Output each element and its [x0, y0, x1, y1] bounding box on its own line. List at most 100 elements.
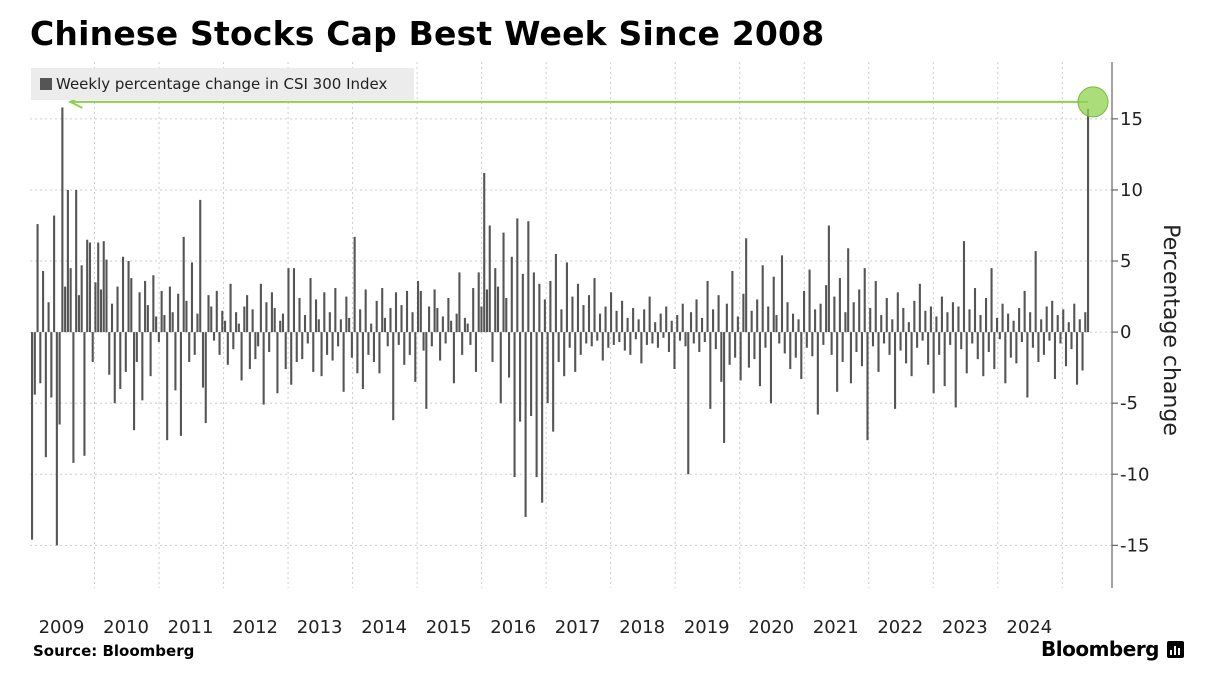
- bar: [392, 332, 395, 421]
- bar: [157, 332, 160, 343]
- bar: [893, 332, 897, 409]
- bar: [731, 270, 734, 333]
- bar: [830, 332, 833, 355]
- bar: [973, 288, 977, 333]
- highlight-marker: [1077, 86, 1109, 118]
- bar: [681, 303, 684, 333]
- bar: [257, 332, 260, 347]
- bar: [455, 313, 458, 333]
- bar: [860, 332, 864, 367]
- bar: [414, 332, 417, 382]
- bar: [984, 297, 988, 333]
- bar: [957, 306, 960, 333]
- bar: [838, 278, 841, 333]
- bar: [1051, 300, 1054, 333]
- bar: [116, 286, 119, 333]
- bar: [450, 320, 453, 333]
- bar: [458, 272, 461, 333]
- bar: [1037, 332, 1040, 362]
- bar: [110, 303, 114, 333]
- bar: [174, 332, 177, 391]
- bar: [527, 221, 530, 333]
- bar: [819, 303, 822, 333]
- bar: [844, 312, 847, 333]
- y-tick-label: 10: [1120, 180, 1143, 201]
- bar: [695, 299, 698, 333]
- bar: [1073, 303, 1076, 333]
- bar: [66, 189, 69, 333]
- bar: [921, 332, 924, 341]
- y-tick-label: 5: [1120, 251, 1131, 272]
- bar: [645, 332, 648, 345]
- chart-title: Chinese Stocks Cap Best Week Since 2008: [30, 14, 825, 53]
- bar: [232, 332, 235, 350]
- bar: [69, 268, 72, 333]
- bar: [317, 319, 320, 333]
- bar: [326, 332, 329, 355]
- bar: [292, 268, 296, 333]
- bar: [375, 300, 378, 333]
- bar: [714, 332, 717, 350]
- bar: [441, 316, 444, 333]
- bar: [444, 332, 447, 344]
- bar: [149, 332, 152, 377]
- bar: [698, 332, 701, 353]
- bar: [863, 268, 866, 333]
- bar: [1026, 332, 1029, 398]
- bar: [678, 332, 682, 341]
- bar: [99, 289, 103, 333]
- bar: [632, 307, 635, 333]
- bar: [709, 332, 712, 409]
- bar: [50, 332, 53, 398]
- bar: [703, 332, 706, 343]
- bar: [182, 236, 185, 333]
- x-tick-label: 2014: [361, 617, 407, 638]
- bar: [295, 332, 298, 362]
- bar: [667, 332, 671, 353]
- bar: [287, 268, 290, 333]
- bar: [651, 332, 654, 344]
- bar: [281, 313, 285, 333]
- bar: [204, 332, 207, 424]
- bar: [273, 307, 276, 333]
- bar: [852, 302, 855, 333]
- bar: [270, 292, 273, 333]
- bar: [855, 332, 858, 353]
- bar: [408, 332, 411, 355]
- bar: [552, 332, 555, 432]
- x-tick-label: 2012: [232, 617, 278, 638]
- bar: [212, 332, 216, 341]
- bar: [284, 332, 287, 370]
- bar: [53, 215, 56, 333]
- x-tick-label: 2009: [39, 617, 85, 638]
- bar: [849, 332, 852, 384]
- bar: [866, 332, 869, 441]
- y-tick-label: -5: [1120, 393, 1138, 414]
- bar: [47, 302, 50, 333]
- bar: [938, 332, 941, 355]
- bar: [499, 332, 502, 404]
- bar: [168, 286, 171, 333]
- bar: [221, 310, 224, 333]
- bar: [563, 332, 566, 377]
- bar: [976, 332, 979, 360]
- bar: [648, 296, 651, 333]
- bar: [993, 332, 996, 370]
- bar: [769, 332, 773, 404]
- bar: [361, 332, 364, 389]
- bar: [394, 292, 398, 333]
- bar: [1029, 312, 1032, 333]
- bar: [1075, 332, 1079, 385]
- bar: [246, 295, 249, 333]
- bar: [483, 172, 486, 333]
- bar: [1018, 307, 1021, 333]
- bar: [946, 312, 949, 333]
- bar: [786, 302, 789, 333]
- bar: [935, 316, 938, 333]
- bar: [210, 306, 213, 333]
- bar: [439, 332, 442, 361]
- bar: [816, 332, 819, 415]
- bar: [700, 317, 704, 333]
- bar: [896, 292, 899, 333]
- bar: [794, 332, 797, 358]
